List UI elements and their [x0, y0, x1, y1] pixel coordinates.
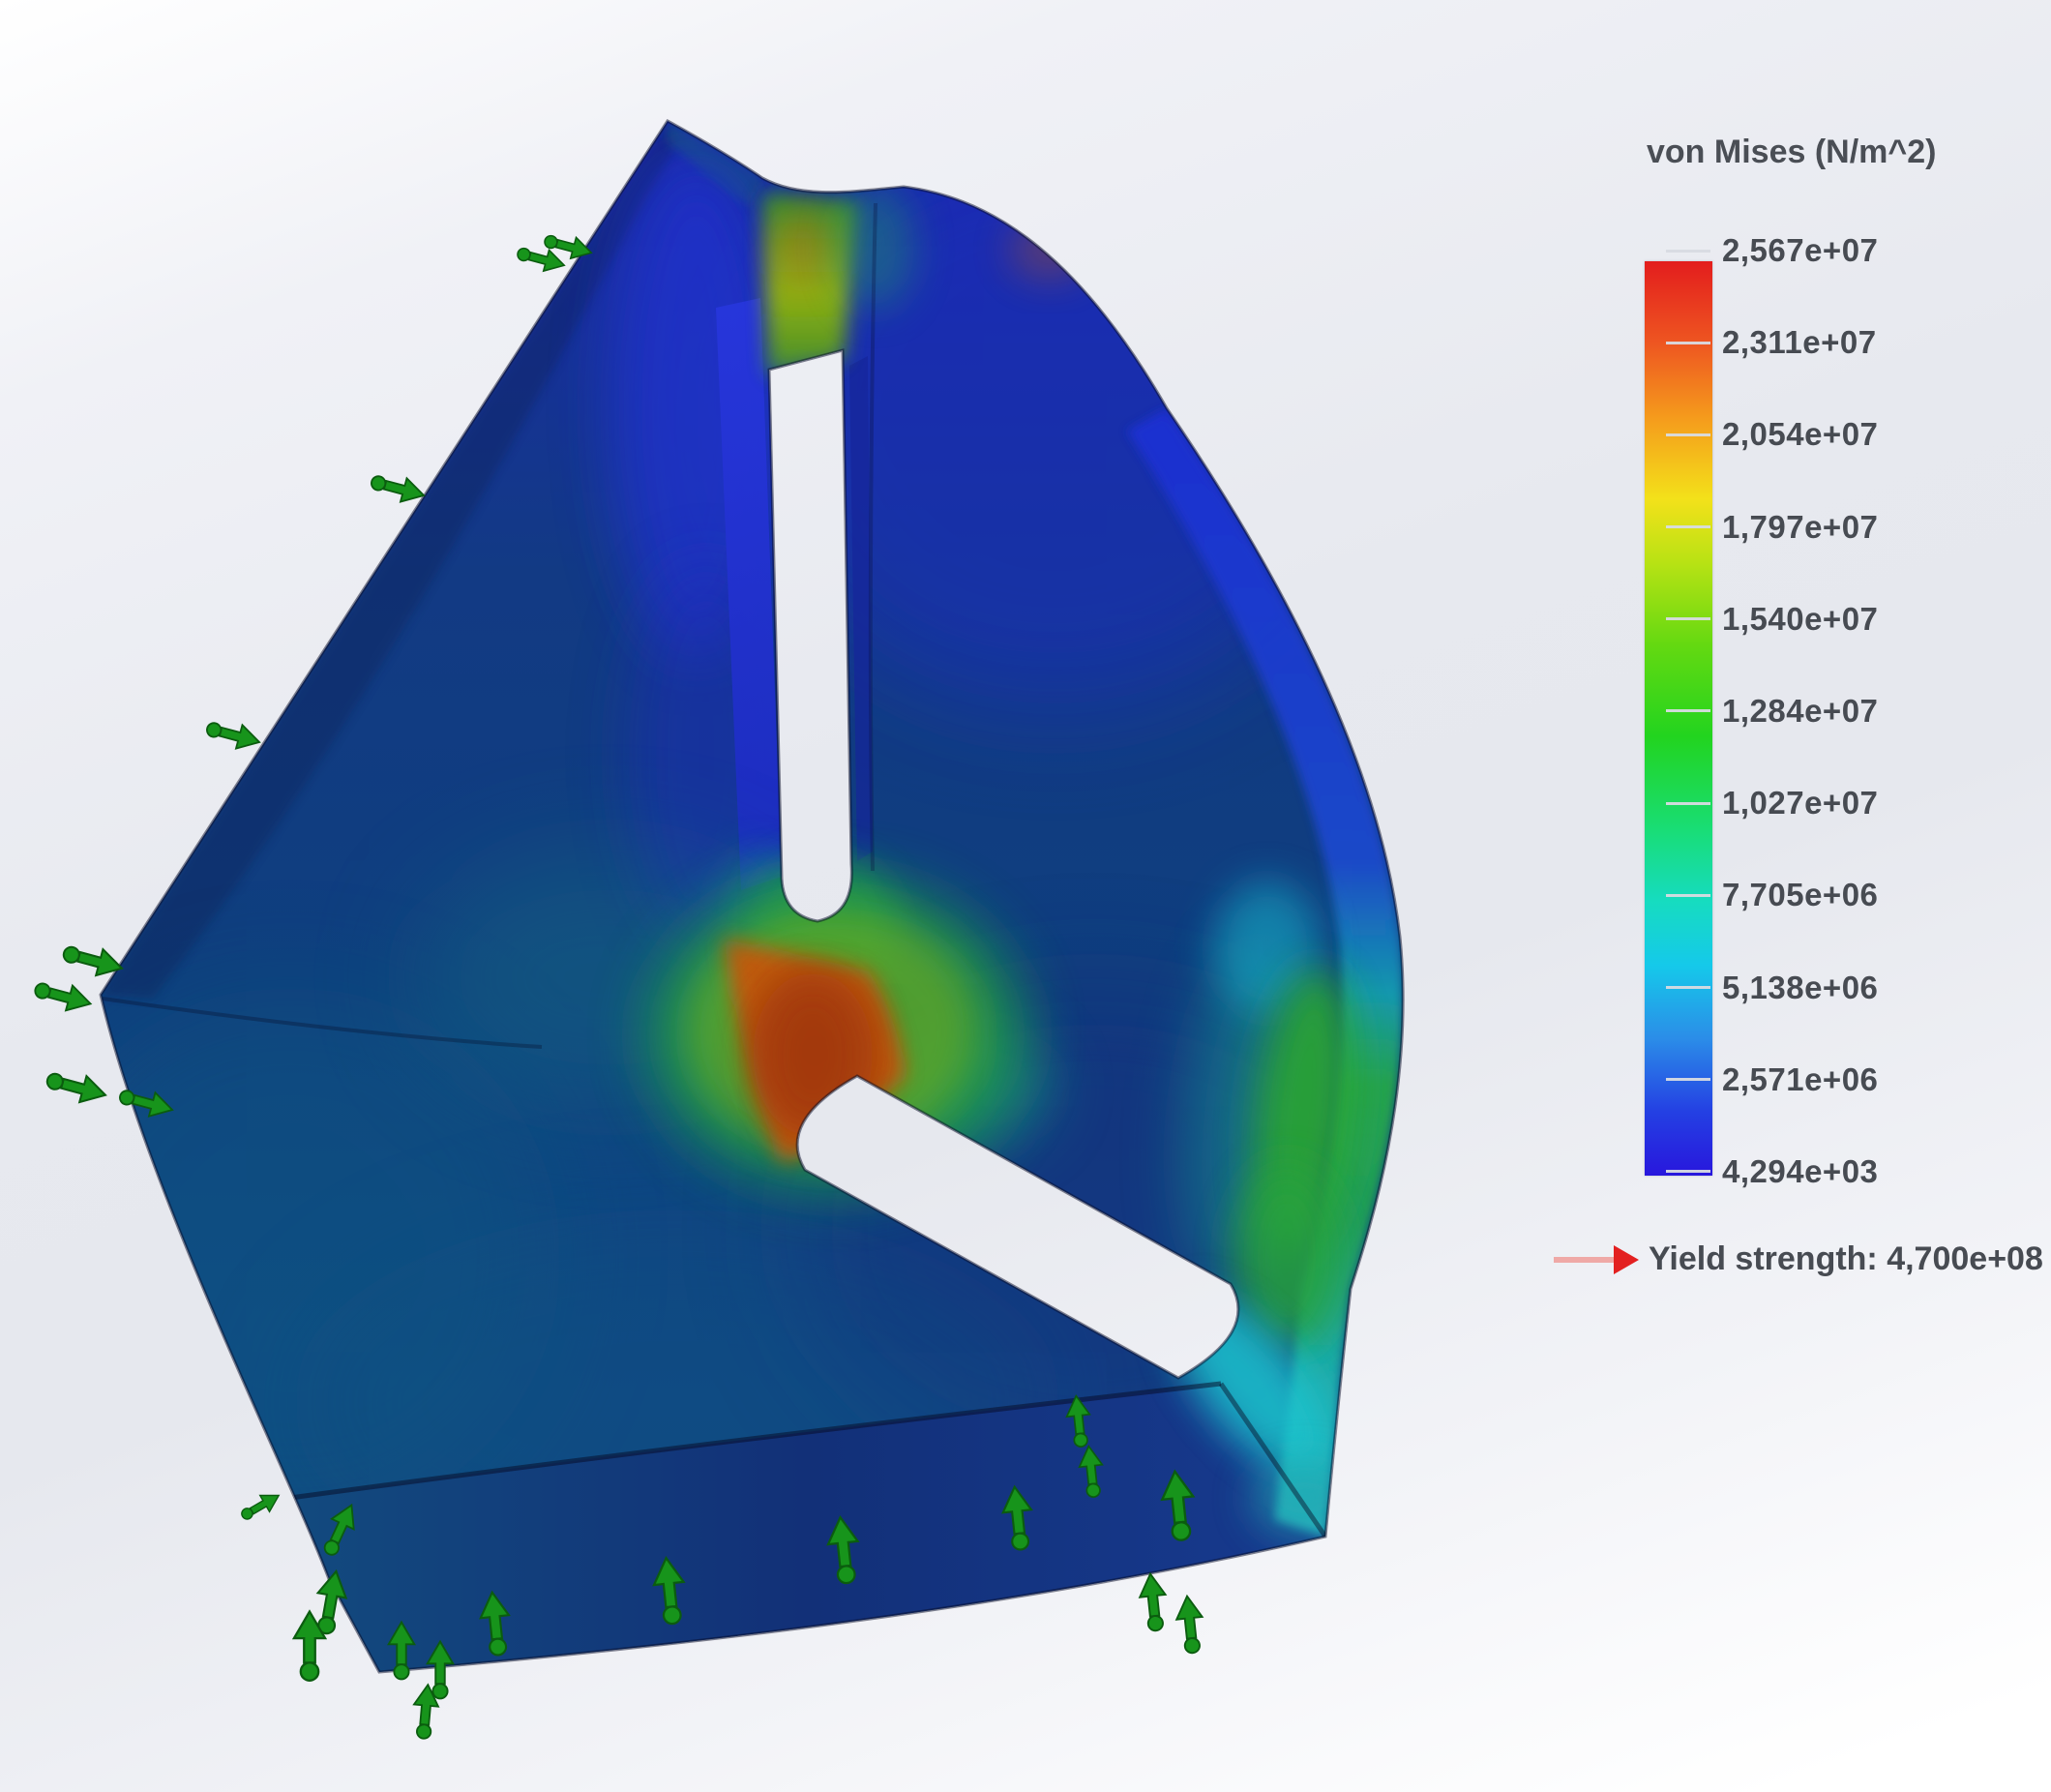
tick-label: 1,797e+07 [1722, 508, 1879, 545]
tick-label: 1,540e+07 [1722, 600, 1879, 637]
upper-slot-right-wall [849, 356, 873, 861]
fixture-arrow-icon [1173, 1594, 1207, 1656]
stress-hub-red-center [753, 972, 873, 1137]
legend-tick: 2,571e+06 [1666, 1060, 1879, 1098]
tick-mark-icon [1666, 341, 1710, 344]
tick-mark-icon [1666, 893, 1710, 897]
stress-dome-warm-patch [1009, 221, 1090, 279]
fixture-arrow-icon [203, 715, 264, 756]
fixture-arrow-icon [237, 1486, 284, 1526]
tick-mark-icon [1666, 986, 1710, 989]
fixture-arrow-icon [43, 1065, 110, 1110]
fixture-arrow-icon [368, 468, 429, 509]
base-crease [289, 1381, 1222, 1501]
tick-label: 1,027e+07 [1722, 785, 1879, 821]
tick-mark-icon [1666, 709, 1710, 713]
corner-fold [1218, 1382, 1328, 1538]
stress-top-orange-hint [778, 206, 828, 287]
tick-label: 4,294e+03 [1722, 1152, 1879, 1189]
tick-label: 1,284e+07 [1722, 692, 1879, 729]
tick-label: 2,054e+07 [1722, 416, 1879, 453]
waist-crease [102, 997, 543, 1049]
legend-color-bar [1645, 261, 1712, 1176]
tick-mark-icon [1666, 801, 1710, 805]
yield-strength-row: Yield strength: 4,700e+08 [1554, 1240, 2043, 1278]
tick-mark-icon [1666, 249, 1710, 253]
tick-label: 2,311e+07 [1722, 324, 1877, 361]
tick-mark-icon [1666, 617, 1710, 621]
part-outline [99, 119, 1405, 1674]
yield-strength-label: Yield strength: 4,700e+08 [1649, 1240, 2043, 1277]
stress-legend: von Mises (N/m^2) 2,567e+07 2,311e+07 2,… [1529, 126, 2051, 1326]
stress-top-teal [837, 184, 914, 310]
legend-tick: 1,284e+07 [1666, 692, 1879, 730]
legend-tick: 1,540e+07 [1666, 600, 1879, 638]
legend-tick: 1,797e+07 [1666, 508, 1879, 546]
yield-strength-arrow-icon [1554, 1244, 1639, 1274]
fixture-arrow-icon [1136, 1571, 1171, 1633]
tick-label: 2,571e+06 [1722, 1060, 1879, 1097]
legend-tick: 1,027e+07 [1666, 785, 1879, 821]
stress-corner-teal-bottom [1251, 1459, 1357, 1537]
legend-title: von Mises (N/m^2) [1647, 134, 1937, 170]
tick-mark-icon [1666, 1170, 1710, 1174]
legend-tick: 5,138e+06 [1666, 969, 1879, 1006]
tick-label: 5,138e+06 [1722, 969, 1879, 1005]
stress-corner-green [1234, 1164, 1340, 1348]
upper-slot-left-wall [716, 298, 782, 890]
base-strip [290, 1384, 1325, 1672]
dome-crease [868, 202, 877, 872]
legend-tick: 4,294e+03 [1666, 1152, 1879, 1190]
legend-tick: 2,567e+07 [1666, 232, 1879, 269]
tick-label: 2,567e+07 [1722, 232, 1879, 268]
legend-tick: 7,705e+06 [1666, 877, 1879, 913]
tick-mark-icon [1666, 433, 1710, 436]
tick-mark-icon [1666, 1078, 1710, 1082]
legend-tick: 2,054e+07 [1666, 416, 1879, 453]
left-edge-bevel [101, 121, 677, 999]
stress-rim-cyan-upper [1214, 881, 1321, 1016]
legend-tick: 2,311e+07 [1666, 324, 1878, 361]
tick-mark-icon [1666, 525, 1710, 529]
fixture-arrow-icon [31, 975, 95, 1018]
tick-label: 7,705e+06 [1722, 877, 1879, 913]
legend-tick-labels: 2,567e+07 2,311e+07 2,054e+07 1,797e+07 … [1666, 232, 1879, 1190]
